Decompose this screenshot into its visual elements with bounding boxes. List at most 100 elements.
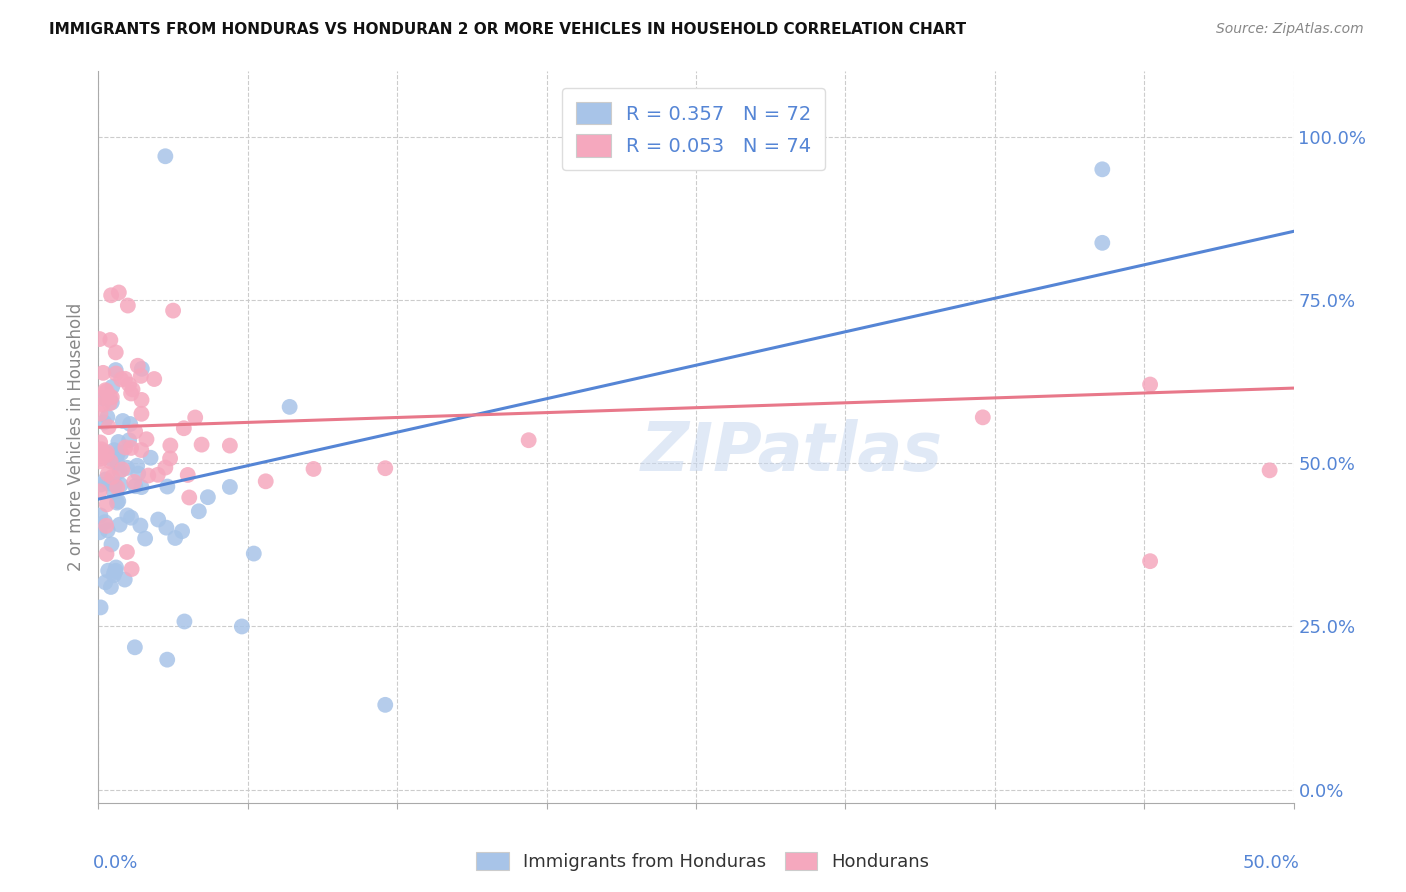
Point	[114, 372, 136, 386]
Point	[94, 575, 117, 590]
Point	[121, 383, 143, 397]
Point	[173, 421, 195, 435]
Point	[98, 476, 121, 491]
Point	[110, 446, 132, 460]
Text: 0.0%: 0.0%	[93, 854, 138, 872]
Point	[101, 470, 124, 484]
Point	[159, 451, 181, 466]
Point	[100, 537, 122, 551]
Point	[105, 480, 128, 494]
Point	[105, 560, 128, 574]
Point	[302, 462, 325, 476]
Point	[107, 494, 129, 508]
Point	[108, 285, 131, 300]
Point	[127, 359, 149, 373]
Point	[107, 434, 129, 449]
Point	[94, 383, 117, 397]
Point	[278, 400, 301, 414]
Point	[135, 432, 157, 446]
Point	[101, 380, 124, 394]
Point	[108, 517, 131, 532]
Point	[177, 467, 200, 482]
Point	[156, 653, 179, 667]
Point	[190, 437, 212, 451]
Legend: Immigrants from Honduras, Hondurans: Immigrants from Honduras, Hondurans	[470, 845, 936, 879]
Point	[120, 386, 142, 401]
Point	[127, 458, 149, 473]
Legend: R = 0.357   N = 72, R = 0.053   N = 74: R = 0.357 N = 72, R = 0.053 N = 74	[562, 88, 825, 170]
Point	[97, 523, 120, 537]
Point	[127, 467, 149, 481]
Point	[100, 454, 122, 468]
Point	[134, 532, 156, 546]
Point	[187, 504, 209, 518]
Point	[97, 564, 120, 578]
Point	[124, 479, 146, 493]
Point	[98, 396, 121, 410]
Point	[155, 149, 177, 163]
Text: IMMIGRANTS FROM HONDURAS VS HONDURAN 2 OR MORE VEHICLES IN HOUSEHOLD CORRELATION: IMMIGRANTS FROM HONDURAS VS HONDURAN 2 O…	[49, 22, 966, 37]
Point	[1139, 554, 1161, 568]
Point	[104, 363, 127, 377]
Point	[90, 444, 112, 458]
Point	[972, 410, 994, 425]
Text: Source: ZipAtlas.com: Source: ZipAtlas.com	[1216, 22, 1364, 37]
Point	[96, 384, 118, 399]
Point	[1139, 377, 1161, 392]
Point	[89, 391, 111, 405]
Point	[104, 564, 127, 578]
Point	[111, 414, 134, 428]
Point	[131, 480, 153, 494]
Point	[118, 377, 141, 392]
Point	[129, 443, 152, 458]
Point	[156, 479, 179, 493]
Point	[197, 490, 219, 504]
Point	[105, 449, 128, 463]
Point	[100, 580, 122, 594]
Point	[100, 452, 122, 467]
Point	[1258, 463, 1281, 477]
Point	[89, 332, 111, 346]
Point	[254, 475, 277, 489]
Point	[104, 477, 127, 491]
Point	[173, 615, 195, 629]
Text: 50.0%: 50.0%	[1243, 854, 1299, 872]
Point	[89, 484, 111, 499]
Point	[115, 545, 138, 559]
Point	[96, 547, 118, 561]
Point	[103, 568, 125, 582]
Point	[89, 525, 111, 540]
Point	[91, 391, 114, 405]
Point	[110, 478, 132, 492]
Point	[89, 435, 111, 450]
Point	[91, 366, 114, 380]
Point	[91, 397, 114, 411]
Point	[101, 395, 124, 409]
Point	[90, 442, 112, 457]
Point	[107, 457, 129, 471]
Point	[104, 367, 127, 381]
Point	[98, 390, 121, 404]
Point	[100, 288, 122, 302]
Point	[155, 521, 177, 535]
Text: ZIPatlas: ZIPatlas	[641, 418, 942, 484]
Point	[89, 451, 111, 466]
Point	[101, 390, 124, 404]
Point	[110, 372, 132, 386]
Point	[94, 515, 117, 529]
Point	[120, 510, 142, 524]
Point	[184, 410, 207, 425]
Point	[103, 566, 125, 580]
Point	[179, 491, 201, 505]
Point	[124, 640, 146, 655]
Point	[98, 333, 122, 347]
Point	[89, 449, 111, 463]
Point	[148, 512, 170, 526]
Point	[89, 454, 111, 468]
Point	[96, 448, 118, 462]
Point	[97, 420, 120, 434]
Point	[89, 508, 111, 523]
Point	[96, 497, 118, 511]
Point	[136, 468, 159, 483]
Point	[131, 407, 153, 421]
